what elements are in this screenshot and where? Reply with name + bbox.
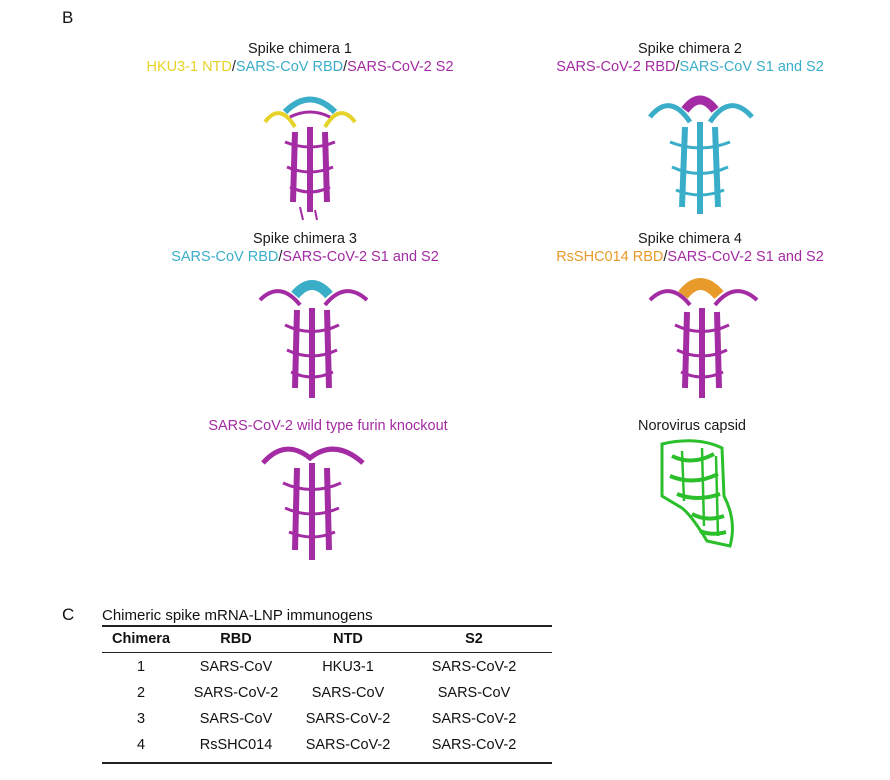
table-header-row: Chimera RBD NTD S2 bbox=[102, 628, 552, 652]
table-cell: SARS-CoV bbox=[199, 659, 273, 675]
structure-subtitle: SARS-CoV RBD/SARS-CoV-2 S1 and S2 bbox=[85, 248, 525, 266]
caption-segment: / bbox=[231, 59, 236, 75]
table-top-rule bbox=[102, 625, 552, 627]
sars-cov-2-furin-knockout-structure bbox=[261, 446, 365, 560]
spike-chimera-2-structure bbox=[648, 95, 754, 214]
table-cell: SARS-CoV-2 bbox=[305, 737, 391, 753]
caption-segment: SARS-CoV-2 S1 and S2 bbox=[667, 249, 824, 265]
table-header-cell: NTD bbox=[333, 631, 363, 647]
structure-caption-5: SARS-CoV-2 wild type furin knockout bbox=[108, 417, 548, 435]
table-cell: RsSHC014 bbox=[199, 737, 273, 753]
table-row: 2 SARS-CoV-2 SARS-CoV SARS-CoV bbox=[102, 682, 552, 706]
structure-caption-2: Spike chimera 2 SARS-CoV-2 RBD/SARS-CoV … bbox=[470, 40, 890, 76]
table-header-cell: RBD bbox=[220, 631, 252, 647]
structure-caption-6: Norovirus capsid bbox=[472, 417, 890, 435]
structure-title: Spike chimera 2 bbox=[638, 41, 742, 57]
panel-letter-c: C bbox=[62, 605, 75, 624]
caption-segment: SARS-CoV RBD bbox=[235, 59, 344, 75]
table-cell: SARS-CoV-2 bbox=[431, 737, 517, 753]
structure-subtitle: SARS-CoV-2 RBD/SARS-CoV S1 and S2 bbox=[470, 58, 890, 76]
table-title: Chimeric spike mRNA-LNP immunogens bbox=[102, 607, 373, 624]
table-bottom-rule bbox=[102, 762, 552, 764]
table-row: 1 SARS-CoV HKU3-1 SARS-CoV-2 bbox=[102, 656, 552, 680]
caption-segment: / bbox=[663, 249, 668, 265]
table-header-rule bbox=[102, 652, 552, 653]
spike-chimera-3-structure bbox=[258, 280, 369, 398]
table-cell: 4 bbox=[136, 737, 146, 753]
caption-segment: / bbox=[675, 59, 680, 75]
table-cell: SARS-CoV-2 bbox=[305, 711, 391, 727]
caption-segment: SARS-CoV-2 S2 bbox=[347, 59, 454, 75]
norovirus-capsid-structure bbox=[660, 439, 734, 548]
table-cell: SARS-CoV-2 bbox=[431, 711, 517, 727]
structure-subtitle: HKU3-1 NTD/SARS-CoV RBD/SARS-CoV-2 S2 bbox=[80, 58, 520, 76]
table-cell: HKU3-1 bbox=[322, 659, 374, 675]
caption-segment: RsSHC014 RBD bbox=[556, 249, 664, 265]
table-cell: SARS-CoV-2 bbox=[431, 659, 517, 675]
table-cell: SARS-CoV bbox=[437, 685, 511, 701]
table-cell: 3 bbox=[136, 711, 146, 727]
caption-segment: / bbox=[278, 249, 283, 265]
structure-caption-4: Spike chimera 4 RsSHC014 RBD/SARS-CoV-2 … bbox=[470, 230, 890, 266]
table-cell: SARS-CoV-2 bbox=[193, 685, 279, 701]
table-row: 3 SARS-CoV SARS-CoV-2 SARS-CoV-2 bbox=[102, 708, 552, 732]
caption-segment: SARS-CoV-2 S1 and S2 bbox=[282, 249, 439, 265]
caption-segment: SARS-CoV-2 RBD bbox=[556, 59, 676, 75]
structure-caption-1: Spike chimera 1 HKU3-1 NTD/SARS-CoV RBD/… bbox=[80, 40, 520, 76]
table-cell: 1 bbox=[136, 659, 146, 675]
structure-title: Spike chimera 3 bbox=[253, 231, 357, 247]
caption-segment: / bbox=[343, 59, 348, 75]
table-header-cell: S2 bbox=[465, 631, 483, 647]
structure-subtitle: SARS-CoV-2 wild type furin knockout bbox=[108, 417, 548, 435]
structure-title: Norovirus capsid bbox=[638, 418, 746, 434]
panel-letter-b: B bbox=[62, 8, 74, 27]
spike-chimera-4-structure bbox=[648, 278, 759, 398]
caption-segment: SARS-CoV-2 wild type furin knockout bbox=[208, 418, 448, 434]
table-cell: SARS-CoV bbox=[199, 711, 273, 727]
structure-title: Spike chimera 4 bbox=[638, 231, 742, 247]
spike-chimera-1-structure bbox=[263, 96, 357, 221]
table-row: 4 RsSHC014 SARS-CoV-2 SARS-CoV-2 bbox=[102, 734, 552, 758]
caption-segment: HKU3-1 NTD bbox=[146, 59, 232, 75]
table-header-cell: Chimera bbox=[111, 631, 171, 647]
table-cell: 2 bbox=[136, 685, 146, 701]
table-cell: SARS-CoV bbox=[311, 685, 385, 701]
structure-subtitle: RsSHC014 RBD/SARS-CoV-2 S1 and S2 bbox=[470, 248, 890, 266]
caption-segment: SARS-CoV RBD bbox=[171, 249, 279, 265]
structure-caption-3: Spike chimera 3 SARS-CoV RBD/SARS-CoV-2 … bbox=[85, 230, 525, 266]
caption-segment: SARS-CoV S1 and S2 bbox=[679, 59, 824, 75]
structure-title: Spike chimera 1 bbox=[248, 41, 352, 57]
